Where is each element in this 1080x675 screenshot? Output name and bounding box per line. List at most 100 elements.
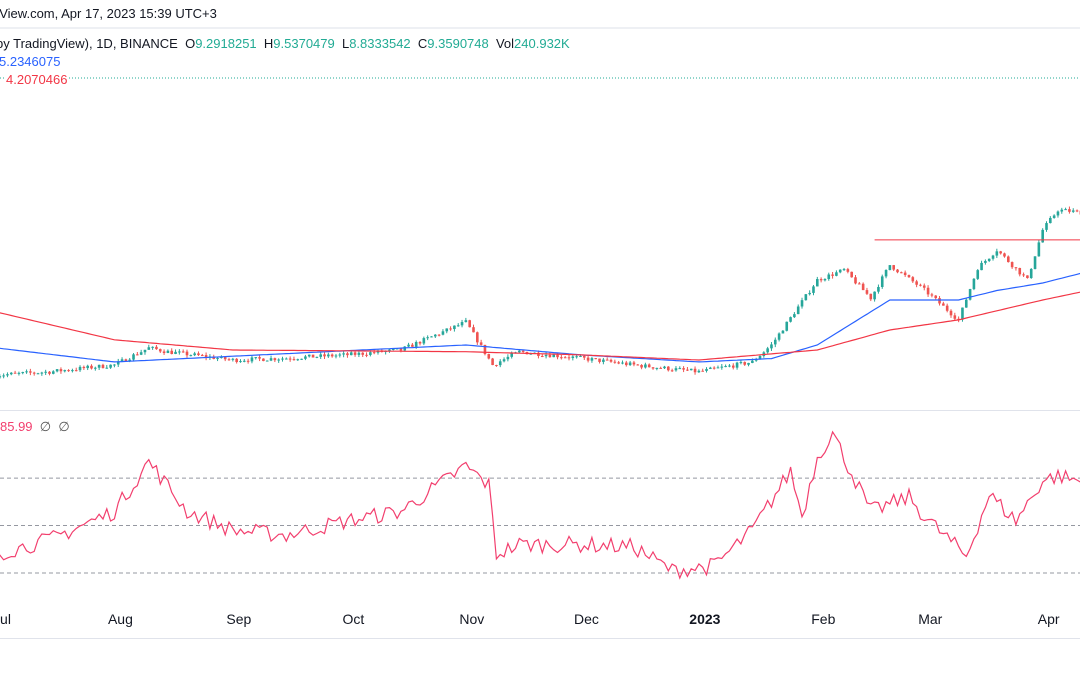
candle-body <box>907 275 911 278</box>
candle-body <box>712 367 716 369</box>
candle-body <box>964 299 968 308</box>
candle-body <box>1068 209 1071 212</box>
candle-body <box>701 370 704 372</box>
candle-body <box>300 358 303 360</box>
candle-body <box>361 352 365 355</box>
candle-body <box>269 358 273 361</box>
candle-body <box>227 359 231 361</box>
candle-body <box>693 368 697 373</box>
candle-body <box>655 367 659 369</box>
candle-body <box>460 322 464 326</box>
candle-body <box>567 357 571 359</box>
candle-body <box>689 368 693 371</box>
candle-body <box>399 348 403 351</box>
candle-body <box>94 367 97 369</box>
candle-body <box>422 338 426 344</box>
symbol-label: by TradingView), 1D, BINANCE <box>0 36 178 51</box>
candle-body <box>403 346 407 351</box>
candle-body <box>1010 262 1014 268</box>
candle-body <box>120 359 124 362</box>
time-tick-label: Mar <box>918 611 943 627</box>
candle-body <box>243 360 246 362</box>
candle-body <box>315 356 319 358</box>
candle-body <box>915 281 918 285</box>
open-label: O <box>185 36 196 51</box>
candle-body <box>667 366 670 371</box>
candle-body <box>418 342 422 344</box>
candle-body <box>823 279 827 281</box>
candle-body <box>71 370 74 372</box>
candle-body <box>793 314 796 318</box>
candle-body <box>854 277 857 284</box>
candle-body <box>231 358 235 360</box>
candle-body <box>9 372 13 375</box>
candle-body <box>628 362 632 366</box>
time-tick-label: Nov <box>459 611 485 627</box>
candle-body <box>968 289 972 300</box>
candle-body <box>934 295 938 299</box>
candle-body <box>789 317 792 322</box>
candle-body <box>800 300 804 307</box>
candle-body <box>48 371 51 374</box>
candle-body <box>1056 211 1060 216</box>
candle-body <box>181 351 185 353</box>
candle-body <box>670 370 674 372</box>
candle-body <box>758 355 762 360</box>
candle-body <box>976 270 980 279</box>
candle-body <box>1033 256 1037 270</box>
candle-body <box>1018 267 1022 275</box>
candle-body <box>1037 242 1041 257</box>
candle-body <box>254 357 258 359</box>
candle-body <box>288 358 292 360</box>
ma-fast-value: 5.2346075 <box>0 54 61 69</box>
candle-body <box>980 262 983 271</box>
candle-body <box>880 276 884 287</box>
candle-body <box>602 359 605 362</box>
rsi-line <box>0 430 1080 580</box>
candle-body <box>625 362 628 366</box>
time-tick-label: Jul <box>0 611 11 627</box>
candle-body <box>858 283 861 285</box>
candle-body <box>105 367 109 369</box>
candle-body <box>835 272 838 276</box>
candle-body <box>25 371 28 373</box>
candle-body <box>869 293 873 300</box>
candle-body <box>495 365 498 367</box>
candle-body <box>116 361 120 365</box>
candle-body <box>395 348 399 350</box>
candle-body <box>1026 275 1029 279</box>
candle-body <box>896 269 899 273</box>
candle-body <box>36 373 40 375</box>
candle-body <box>888 265 892 271</box>
candle-body <box>262 358 265 362</box>
candle-body <box>991 255 995 259</box>
candle-body <box>200 355 204 357</box>
candle-body <box>311 354 315 358</box>
time-tick-label: 2023 <box>689 611 721 627</box>
candle-body <box>953 315 957 319</box>
candle-body <box>754 359 758 361</box>
candle-body <box>544 354 548 357</box>
candle-body <box>143 349 147 353</box>
candle-body <box>139 352 143 355</box>
candle-body <box>411 344 414 347</box>
candle-body <box>636 364 640 366</box>
candle-body <box>621 362 624 364</box>
candle-body <box>842 269 846 271</box>
candle-body <box>949 310 953 316</box>
candle-body <box>441 331 445 335</box>
rsi-na-1: ∅ <box>39 419 52 434</box>
candle-body <box>540 356 544 358</box>
candle-body <box>1049 217 1052 224</box>
candle-body <box>86 365 89 369</box>
candle-body <box>720 366 724 368</box>
candle-body <box>686 369 689 371</box>
candle-body <box>369 352 372 355</box>
volume-value: 240.932K <box>514 36 570 51</box>
pane-separator[interactable] <box>0 410 1080 411</box>
time-tick-label: Apr <box>1037 611 1060 627</box>
candle-body <box>1041 229 1044 243</box>
candle-body <box>560 357 563 359</box>
candle-body <box>185 351 189 356</box>
